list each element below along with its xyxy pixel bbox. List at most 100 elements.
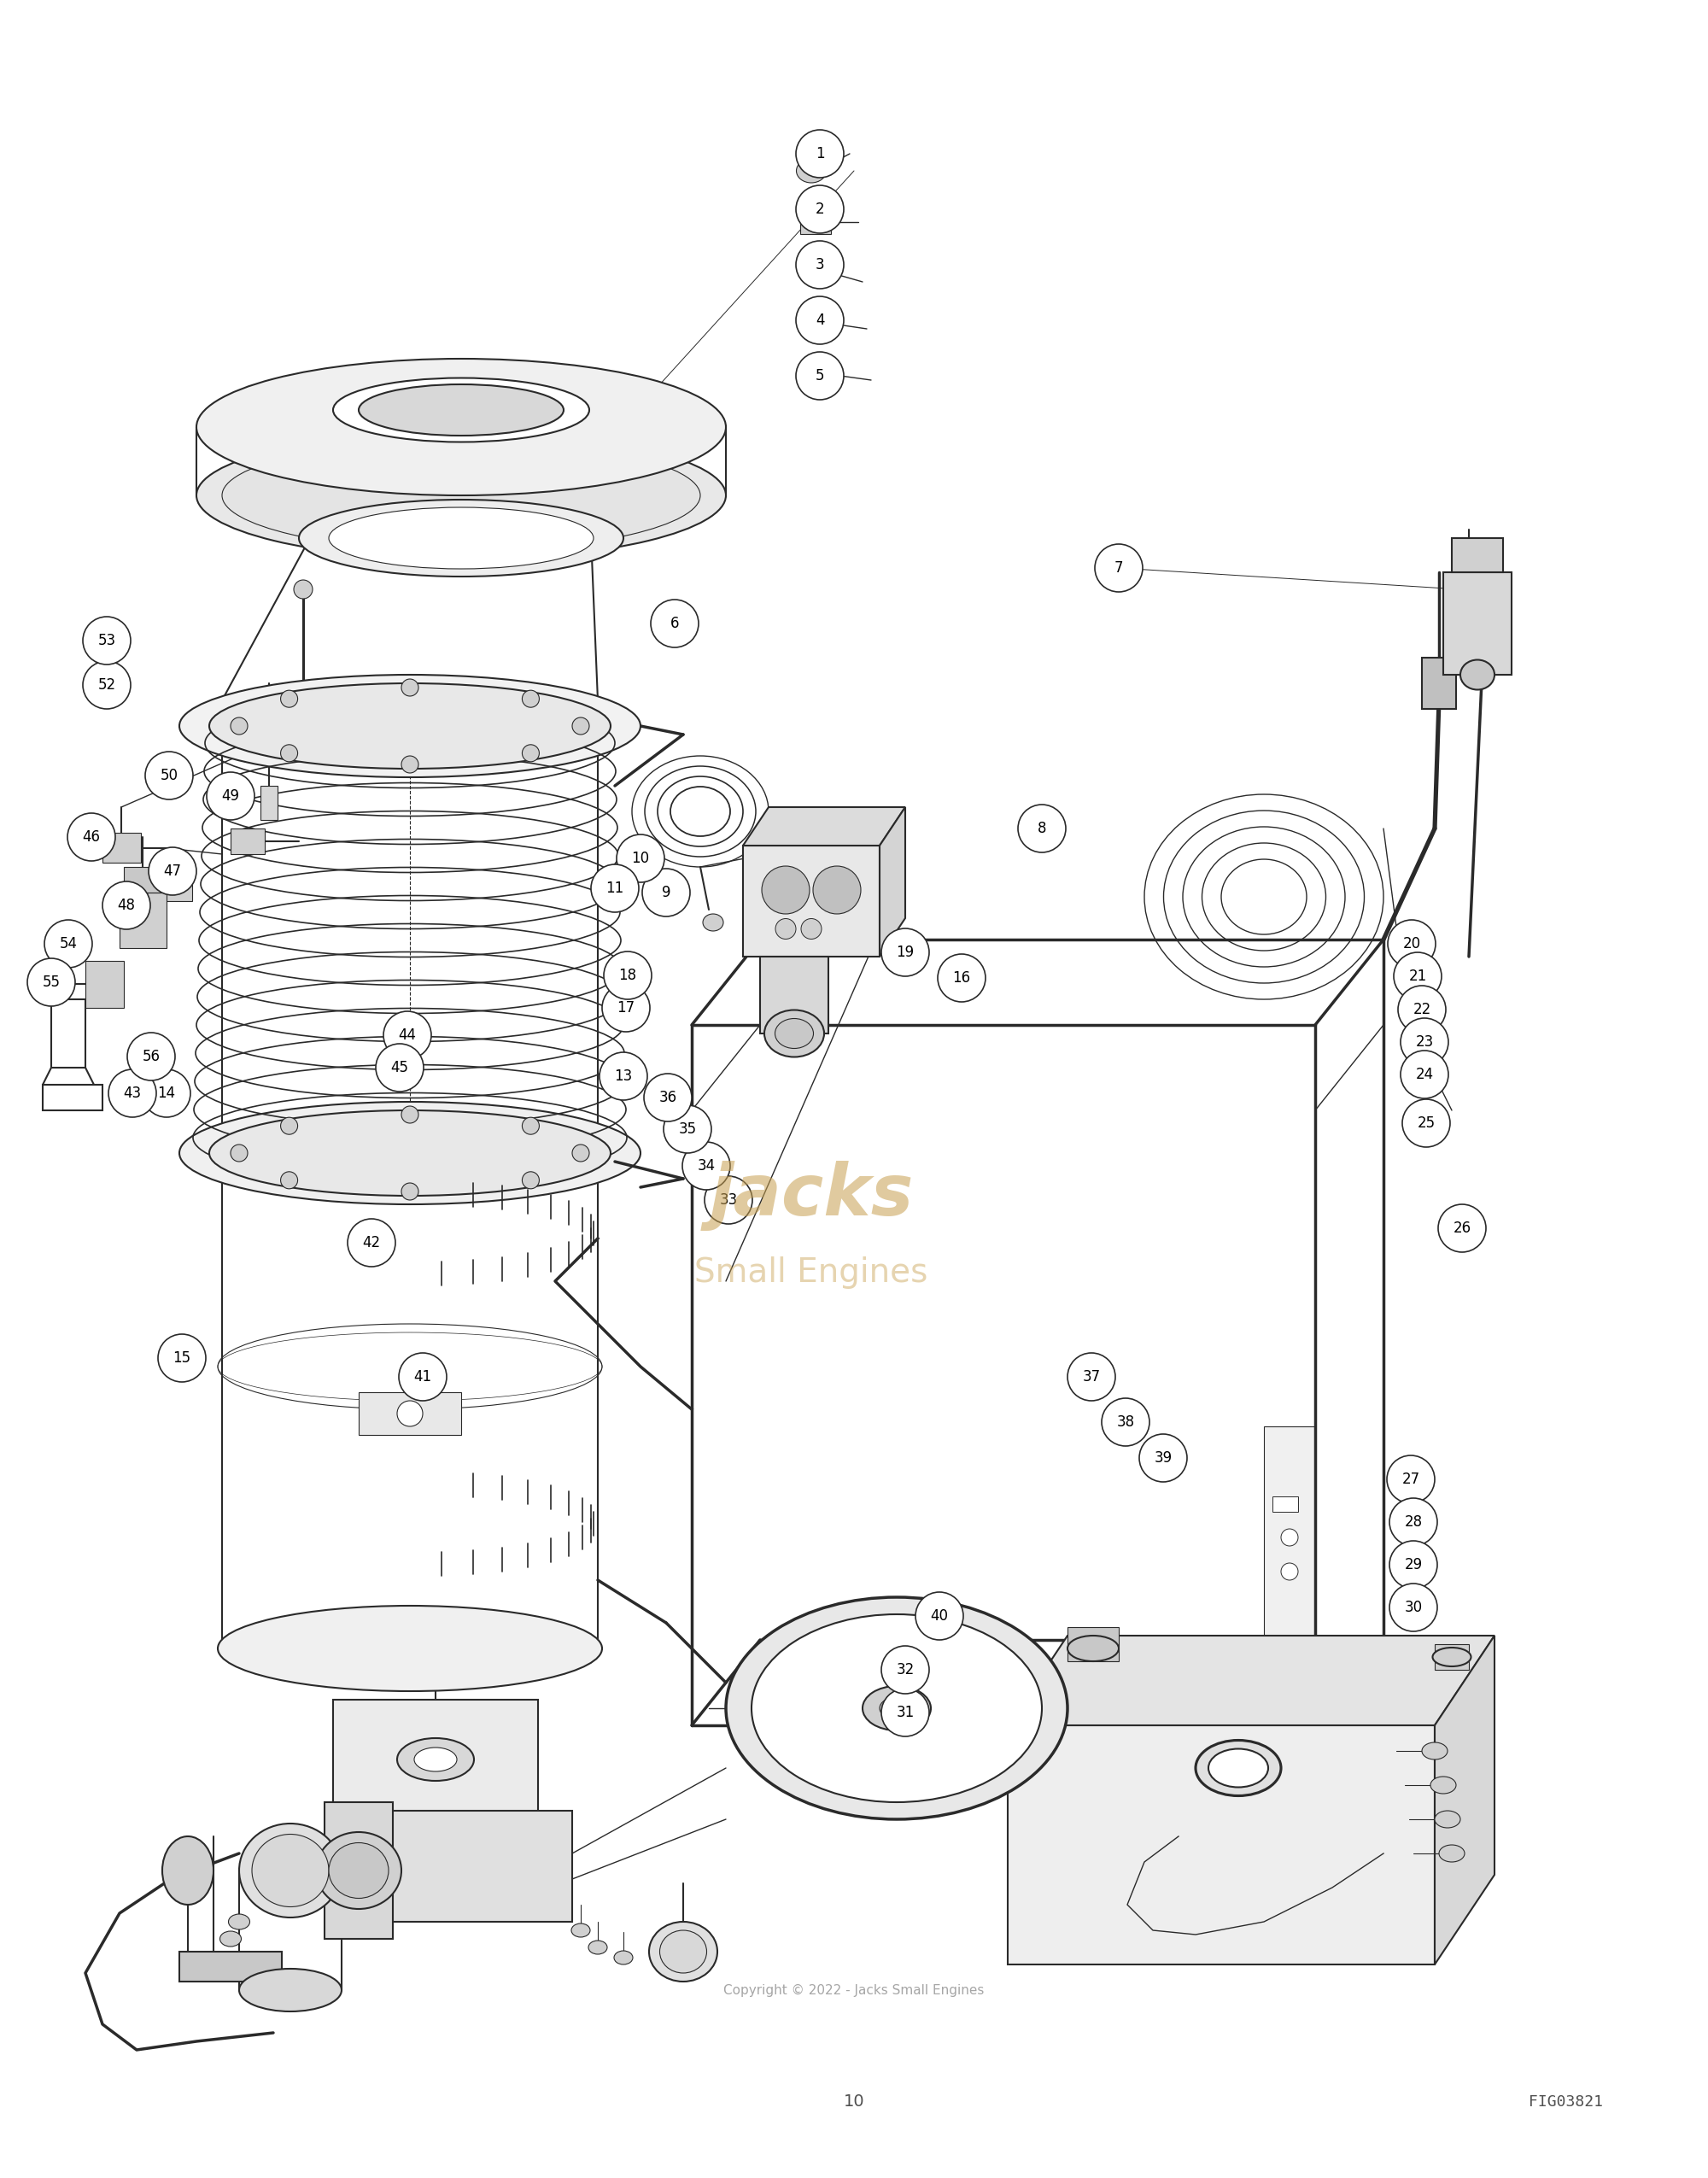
Circle shape [1397,987,1445,1035]
Ellipse shape [659,1930,707,1973]
Circle shape [1390,1583,1438,1631]
Text: 10: 10 [632,852,649,867]
Ellipse shape [615,1951,632,1965]
Text: 45: 45 [391,1061,408,1076]
Ellipse shape [1438,1845,1465,1862]
Text: 19: 19 [897,945,914,960]
Circle shape [400,1353,447,1400]
Text: 44: 44 [398,1028,417,1043]
Text: 11: 11 [606,880,623,895]
Text: 52: 52 [97,677,116,693]
Circle shape [881,928,929,976]
Circle shape [601,984,649,1032]
Circle shape [401,680,418,697]
Circle shape [1068,1353,1115,1400]
Circle shape [157,1335,205,1383]
Text: 37: 37 [1083,1370,1100,1385]
Bar [1272,1496,1298,1512]
Circle shape [82,662,130,708]
Polygon shape [880,808,905,956]
Circle shape [663,1104,711,1152]
Circle shape [1390,1498,1438,1546]
Circle shape [572,1143,589,1161]
Circle shape [915,1592,963,1640]
Circle shape [280,1172,297,1189]
Circle shape [813,867,861,915]
Circle shape [145,751,193,799]
Text: 48: 48 [118,897,135,913]
Text: 6: 6 [670,616,680,632]
Ellipse shape [316,1832,401,1908]
Ellipse shape [208,1111,611,1196]
Text: 34: 34 [697,1159,716,1174]
Circle shape [1401,1017,1448,1065]
Text: Copyright © 2022 - Jacks Small Engines: Copyright © 2022 - Jacks Small Engines [724,1984,984,1997]
Text: 49: 49 [222,788,239,804]
Bar [51,1000,85,1067]
Circle shape [1387,919,1435,967]
Bar [333,1810,572,1921]
Text: 21: 21 [1409,969,1426,984]
Ellipse shape [396,1738,475,1782]
Text: 30: 30 [1404,1601,1423,1616]
Ellipse shape [179,675,640,778]
Ellipse shape [1433,1647,1471,1666]
Circle shape [600,1052,647,1100]
Bar [1068,1627,1119,1662]
Text: 31: 31 [897,1705,914,1721]
Bar [43,1085,102,1111]
Bar [811,314,837,335]
Bar [154,871,191,902]
Ellipse shape [1431,1777,1455,1795]
Ellipse shape [588,1941,608,1954]
Bar [123,867,162,893]
Ellipse shape [1460,660,1494,690]
Ellipse shape [328,507,594,568]
Circle shape [1281,1529,1298,1546]
Circle shape [27,958,75,1006]
Text: 8: 8 [1037,821,1047,836]
Circle shape [401,756,418,773]
Circle shape [523,1172,540,1189]
Text: 47: 47 [164,862,181,880]
Circle shape [523,1117,540,1135]
Circle shape [1390,1540,1438,1588]
Circle shape [796,353,844,401]
Circle shape [796,185,844,233]
Text: 10: 10 [844,2093,864,2110]
Circle shape [280,745,297,762]
Bar [325,1801,393,1938]
Circle shape [401,1106,418,1124]
Ellipse shape [219,1605,601,1690]
Bar [1443,573,1512,675]
Ellipse shape [229,1914,249,1930]
Text: 23: 23 [1416,1035,1433,1050]
Circle shape [651,599,699,647]
Ellipse shape [1435,1810,1460,1827]
Circle shape [383,1011,430,1059]
Ellipse shape [765,1011,823,1056]
Polygon shape [1008,1636,1494,1725]
Circle shape [683,1141,731,1189]
Polygon shape [1435,1636,1494,1965]
Text: 36: 36 [659,1089,676,1104]
Bar [743,845,880,956]
Ellipse shape [328,1843,389,1899]
Text: 18: 18 [618,967,637,982]
Text: 50: 50 [161,769,178,784]
Text: 4: 4 [815,314,825,329]
Circle shape [231,717,248,734]
Text: 55: 55 [43,974,60,991]
Text: 20: 20 [1402,937,1421,952]
Circle shape [143,1069,191,1117]
Circle shape [523,745,540,762]
Ellipse shape [208,684,611,769]
Text: 17: 17 [617,1000,635,1015]
Ellipse shape [649,1921,717,1982]
Bar [799,209,830,233]
Ellipse shape [299,499,623,577]
Bar [1264,1427,1315,1640]
Circle shape [280,690,297,708]
Ellipse shape [162,1836,214,1906]
Circle shape [591,865,639,913]
